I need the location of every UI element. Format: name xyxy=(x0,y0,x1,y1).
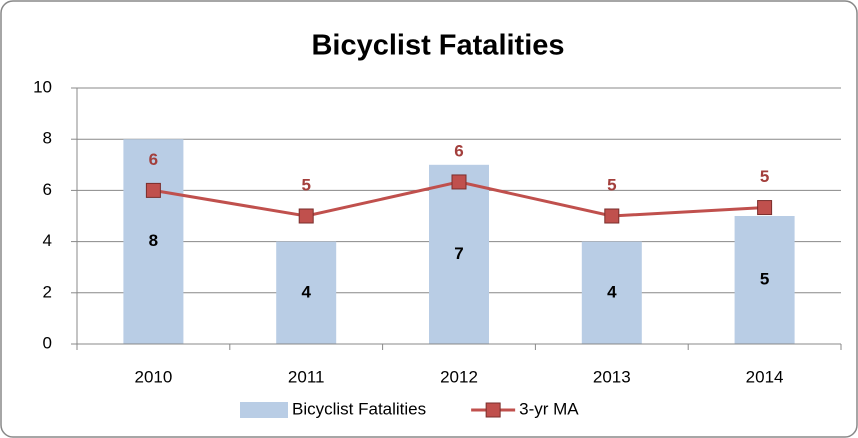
bar xyxy=(581,241,642,344)
line-marker xyxy=(757,200,773,216)
bar xyxy=(123,139,184,344)
line-value-label: 5 xyxy=(301,175,310,194)
x-tick-label: 2012 xyxy=(440,367,478,386)
legend-swatch xyxy=(240,402,288,418)
chart-title: Bicyclist Fatalities xyxy=(311,30,564,62)
line-marker xyxy=(145,182,161,198)
legend-label: 3-yr MA xyxy=(519,399,579,418)
bar-value-label: 4 xyxy=(301,282,311,301)
bar xyxy=(734,216,795,344)
bar-value-label: 7 xyxy=(454,244,463,263)
bar xyxy=(276,241,337,344)
x-tick-label: 2011 xyxy=(288,367,325,386)
line-value-label: 6 xyxy=(454,141,463,160)
line-marker xyxy=(298,208,314,224)
bar-value-label: 8 xyxy=(149,231,158,250)
y-tick-label: 0 xyxy=(43,333,52,352)
y-tick-label: 4 xyxy=(43,231,52,250)
x-tick-label: 2014 xyxy=(746,367,784,386)
bar-value-label: 5 xyxy=(760,269,769,288)
legend-marker xyxy=(485,402,501,418)
line-value-label: 6 xyxy=(149,150,158,169)
line-marker xyxy=(451,174,467,190)
line-marker xyxy=(604,208,620,224)
bar xyxy=(429,164,489,344)
y-tick-label: 6 xyxy=(43,180,52,199)
x-tick-label: 2010 xyxy=(134,367,172,386)
bar-value-label: 4 xyxy=(607,282,617,301)
legend-label: Bicyclist Fatalities xyxy=(292,399,426,418)
x-tick-label: 2013 xyxy=(593,367,631,386)
y-tick-label: 2 xyxy=(43,282,52,301)
line-value-label: 5 xyxy=(607,175,616,194)
line-value-label: 5 xyxy=(760,167,769,186)
y-tick-label: 10 xyxy=(33,77,52,96)
y-tick-label: 8 xyxy=(43,129,52,148)
